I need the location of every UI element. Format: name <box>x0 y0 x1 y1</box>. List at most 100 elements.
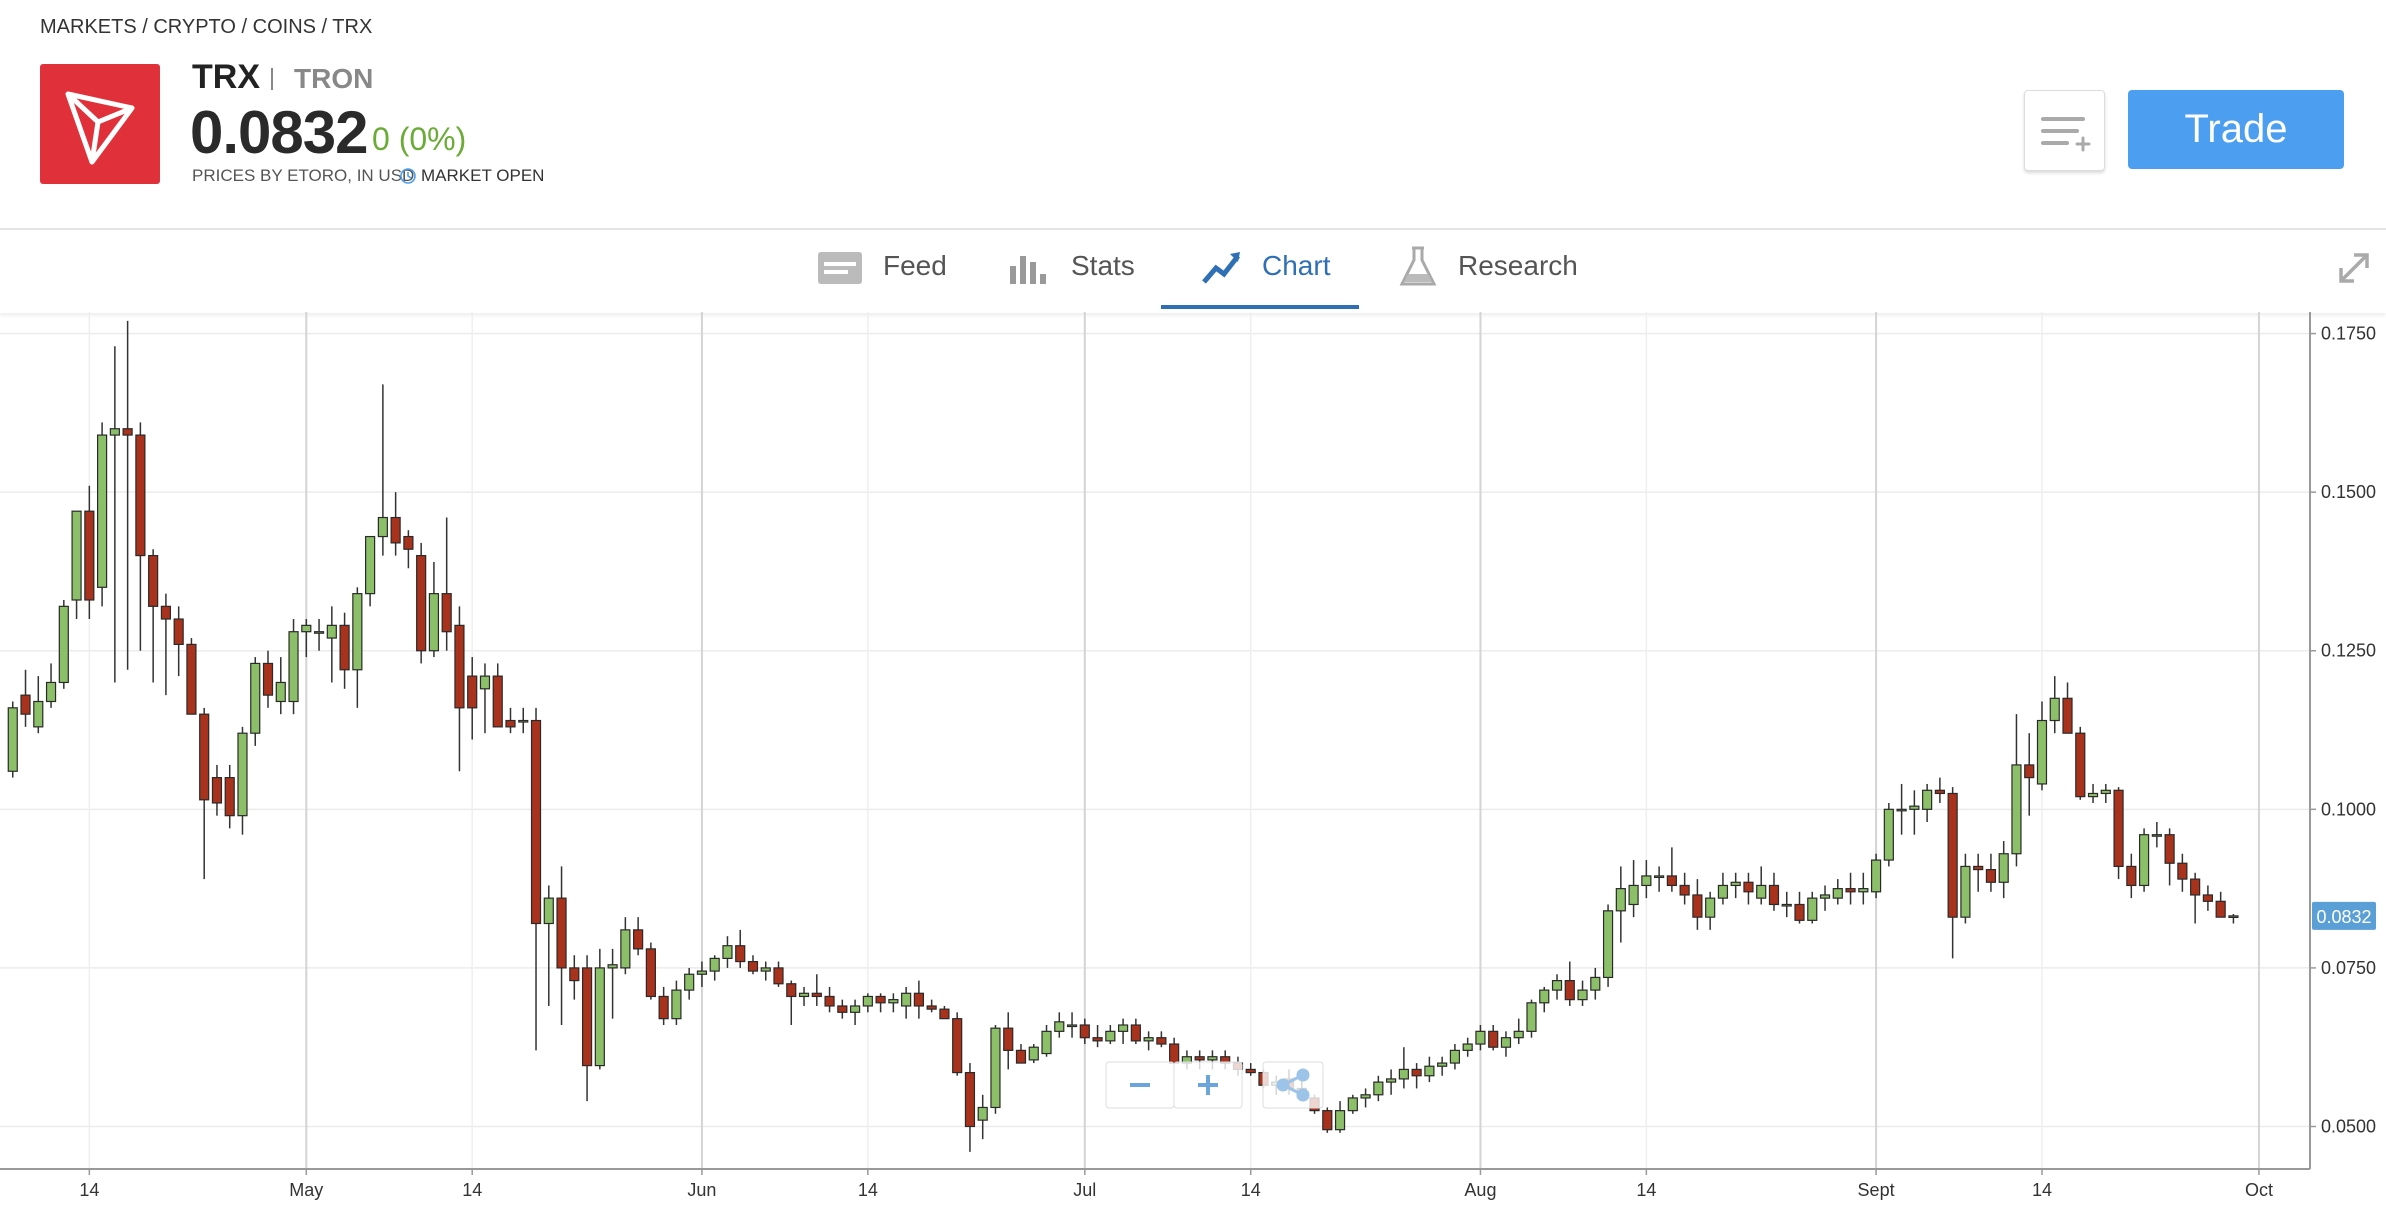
candle-body <box>773 967 784 985</box>
candle-body <box>135 434 146 557</box>
breadcrumb[interactable]: MARKETS / CRYPTO / COINS / TRX <box>40 16 373 38</box>
candle-body <box>1105 1030 1116 1042</box>
candles <box>7 320 2239 1152</box>
candle-body <box>237 732 248 817</box>
zoom-controls <box>1105 1061 1325 1111</box>
candle-body <box>645 948 656 998</box>
candle-body <box>2138 834 2150 887</box>
watchlist-button[interactable] <box>2024 90 2105 171</box>
y-tick-label: 0.1500 <box>2321 482 2376 502</box>
x-tick-label: Jun <box>687 1180 716 1200</box>
candle-body <box>403 535 414 550</box>
candle-body <box>1807 897 1818 921</box>
chart-icon <box>1202 252 1240 284</box>
candle-body <box>811 992 822 998</box>
candle-body <box>2164 834 2175 864</box>
research-icon <box>1399 246 1437 286</box>
symbol: TRX <box>192 58 260 96</box>
candle-body <box>250 662 261 734</box>
candle-body <box>1411 1068 1422 1077</box>
candle-body <box>1322 1110 1333 1131</box>
candle-body <box>211 777 223 804</box>
candle-body <box>1347 1097 1358 1112</box>
candle-body <box>1041 1030 1052 1055</box>
y-tick-label: 0.0500 <box>2321 1116 2376 1136</box>
tab-research[interactable]: Research <box>1458 250 1578 281</box>
candle-body <box>633 929 644 950</box>
candle-body <box>530 719 542 925</box>
candle-body <box>1488 1030 1499 1048</box>
last-price-label: 0.0832 <box>2316 907 2371 927</box>
candle-body <box>964 1071 976 1128</box>
candle-body <box>1794 903 1805 921</box>
price-chart: 0.0500 0.0750 0.1000 0.1250 0.1500 0.1750 14 Ma… <box>0 312 2376 1200</box>
market-status: MARKET OPEN <box>421 166 545 185</box>
price: 0.0832 <box>190 99 369 166</box>
candle-body <box>1590 976 1601 991</box>
candle-body <box>2011 764 2022 855</box>
candle-body <box>926 1005 937 1010</box>
y-tick-label: 0.1750 <box>2321 324 2376 344</box>
candle-body <box>1551 979 1563 991</box>
x-tick-label: Oct <box>2245 1180 2273 1200</box>
trade-button[interactable]: Trade <box>2128 90 2344 169</box>
candle-body <box>2151 834 2162 837</box>
candle-body <box>326 624 337 639</box>
candle-body <box>1564 979 1575 1001</box>
candle-body <box>339 624 350 671</box>
candle-body <box>173 618 184 645</box>
candle-body <box>1079 1024 1090 1039</box>
candle-body <box>1130 1024 1141 1042</box>
candle-body <box>1602 910 1614 979</box>
candle-body <box>1781 903 1792 907</box>
candle-body <box>1015 1049 1027 1064</box>
candle-body <box>1768 884 1780 906</box>
feed-icon <box>818 252 862 284</box>
candle-body <box>1117 1024 1129 1032</box>
candle-body <box>1717 884 1729 899</box>
candle-body <box>2036 719 2048 785</box>
candle-body <box>1692 894 1703 918</box>
candle-body <box>760 967 771 972</box>
candle-body <box>377 516 388 538</box>
candle-body <box>467 675 478 709</box>
candle-body <box>390 516 401 544</box>
candle-body <box>722 945 733 959</box>
candle-body <box>1194 1056 1205 1061</box>
candle-body <box>1156 1037 1167 1045</box>
candle-body <box>441 593 452 633</box>
expand-icon[interactable] <box>2336 250 2372 286</box>
tab-feed[interactable]: Feed <box>883 250 947 281</box>
candle-body <box>798 992 810 998</box>
candle-body <box>2075 732 2086 798</box>
candle-body <box>492 675 503 728</box>
x-tick-label: 14 <box>79 1180 99 1200</box>
share-button[interactable] <box>1262 1061 1324 1109</box>
candle-body <box>148 554 159 607</box>
tab-stats[interactable]: Stats <box>1071 250 1135 281</box>
candle-body <box>1207 1056 1218 1061</box>
x-tick-label: 14 <box>462 1180 482 1200</box>
candle-body <box>7 707 18 772</box>
x-tick-label: 14 <box>1241 1180 1261 1200</box>
candle-body <box>199 713 210 801</box>
logo-icon <box>65 91 135 165</box>
candle-body <box>1245 1068 1256 1074</box>
candle-body <box>313 631 325 634</box>
candle-body <box>20 694 31 715</box>
x-tick-label: 14 <box>858 1180 878 1200</box>
candle-body <box>58 605 69 684</box>
candle-body <box>1705 897 1716 918</box>
candle-body <box>1334 1110 1346 1131</box>
instrument-name: TRON <box>294 63 374 94</box>
candle-body <box>901 992 912 1007</box>
candle-body <box>1756 884 1767 899</box>
tab-chart[interactable]: Chart <box>1262 250 1331 281</box>
candle-body <box>1960 865 1971 918</box>
candle-body <box>1615 888 1626 912</box>
candle-body <box>1654 875 1665 879</box>
candle-body <box>1641 875 1652 887</box>
stats-icon <box>1010 256 1046 284</box>
candle-body <box>620 929 631 969</box>
candle-body <box>160 605 172 620</box>
